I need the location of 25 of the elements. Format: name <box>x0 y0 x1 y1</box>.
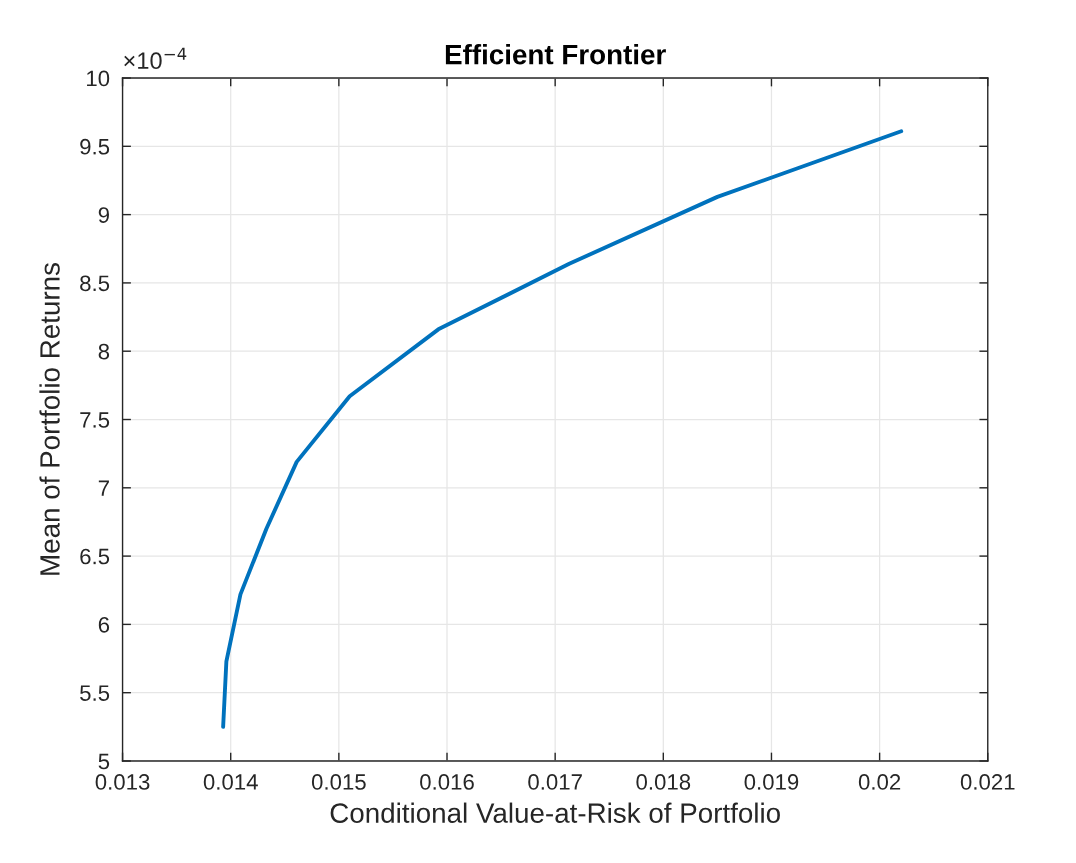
x-tick-label: 0.017 <box>528 774 582 790</box>
line-series <box>221 129 904 729</box>
y-tick-label: 5.5 <box>80 685 110 701</box>
y-tick-label: 7 <box>98 480 109 496</box>
y-axis-title: Mean of Portfolio Returns <box>39 263 60 575</box>
x-tick-label: 0.021 <box>960 774 1015 790</box>
text: ×10$^{−4}$ <box>124 47 187 70</box>
x-tick-label: 0.018 <box>636 774 691 790</box>
y-tick-label: 6.5 <box>80 548 110 565</box>
chart-title: Efficient Frontier <box>445 44 666 65</box>
x-tick-label: 0.016 <box>420 774 474 790</box>
y-tick-label: 6 <box>98 616 110 633</box>
x-axis-title: Conditional Value-at-Risk of Portfolio <box>330 802 780 823</box>
y-tick-label: 8 <box>98 343 110 360</box>
y-tick-label: 8.5 <box>80 275 110 292</box>
x-tick-label: 0.014 <box>203 774 258 790</box>
x-tick-label: 0.013 <box>95 774 150 790</box>
x-tick-label: 0.015 <box>311 774 366 790</box>
y-tick-label: 7.5 <box>80 412 110 428</box>
x-tick-label: 0.019 <box>744 774 799 790</box>
y-tick-label: 5 <box>98 753 110 770</box>
y-tick-label: 10 <box>87 70 110 87</box>
y-tick-label: 9.5 <box>80 138 110 155</box>
y-tick-label: 9 <box>98 207 109 223</box>
x-tick-label: 0.02 <box>858 774 901 790</box>
